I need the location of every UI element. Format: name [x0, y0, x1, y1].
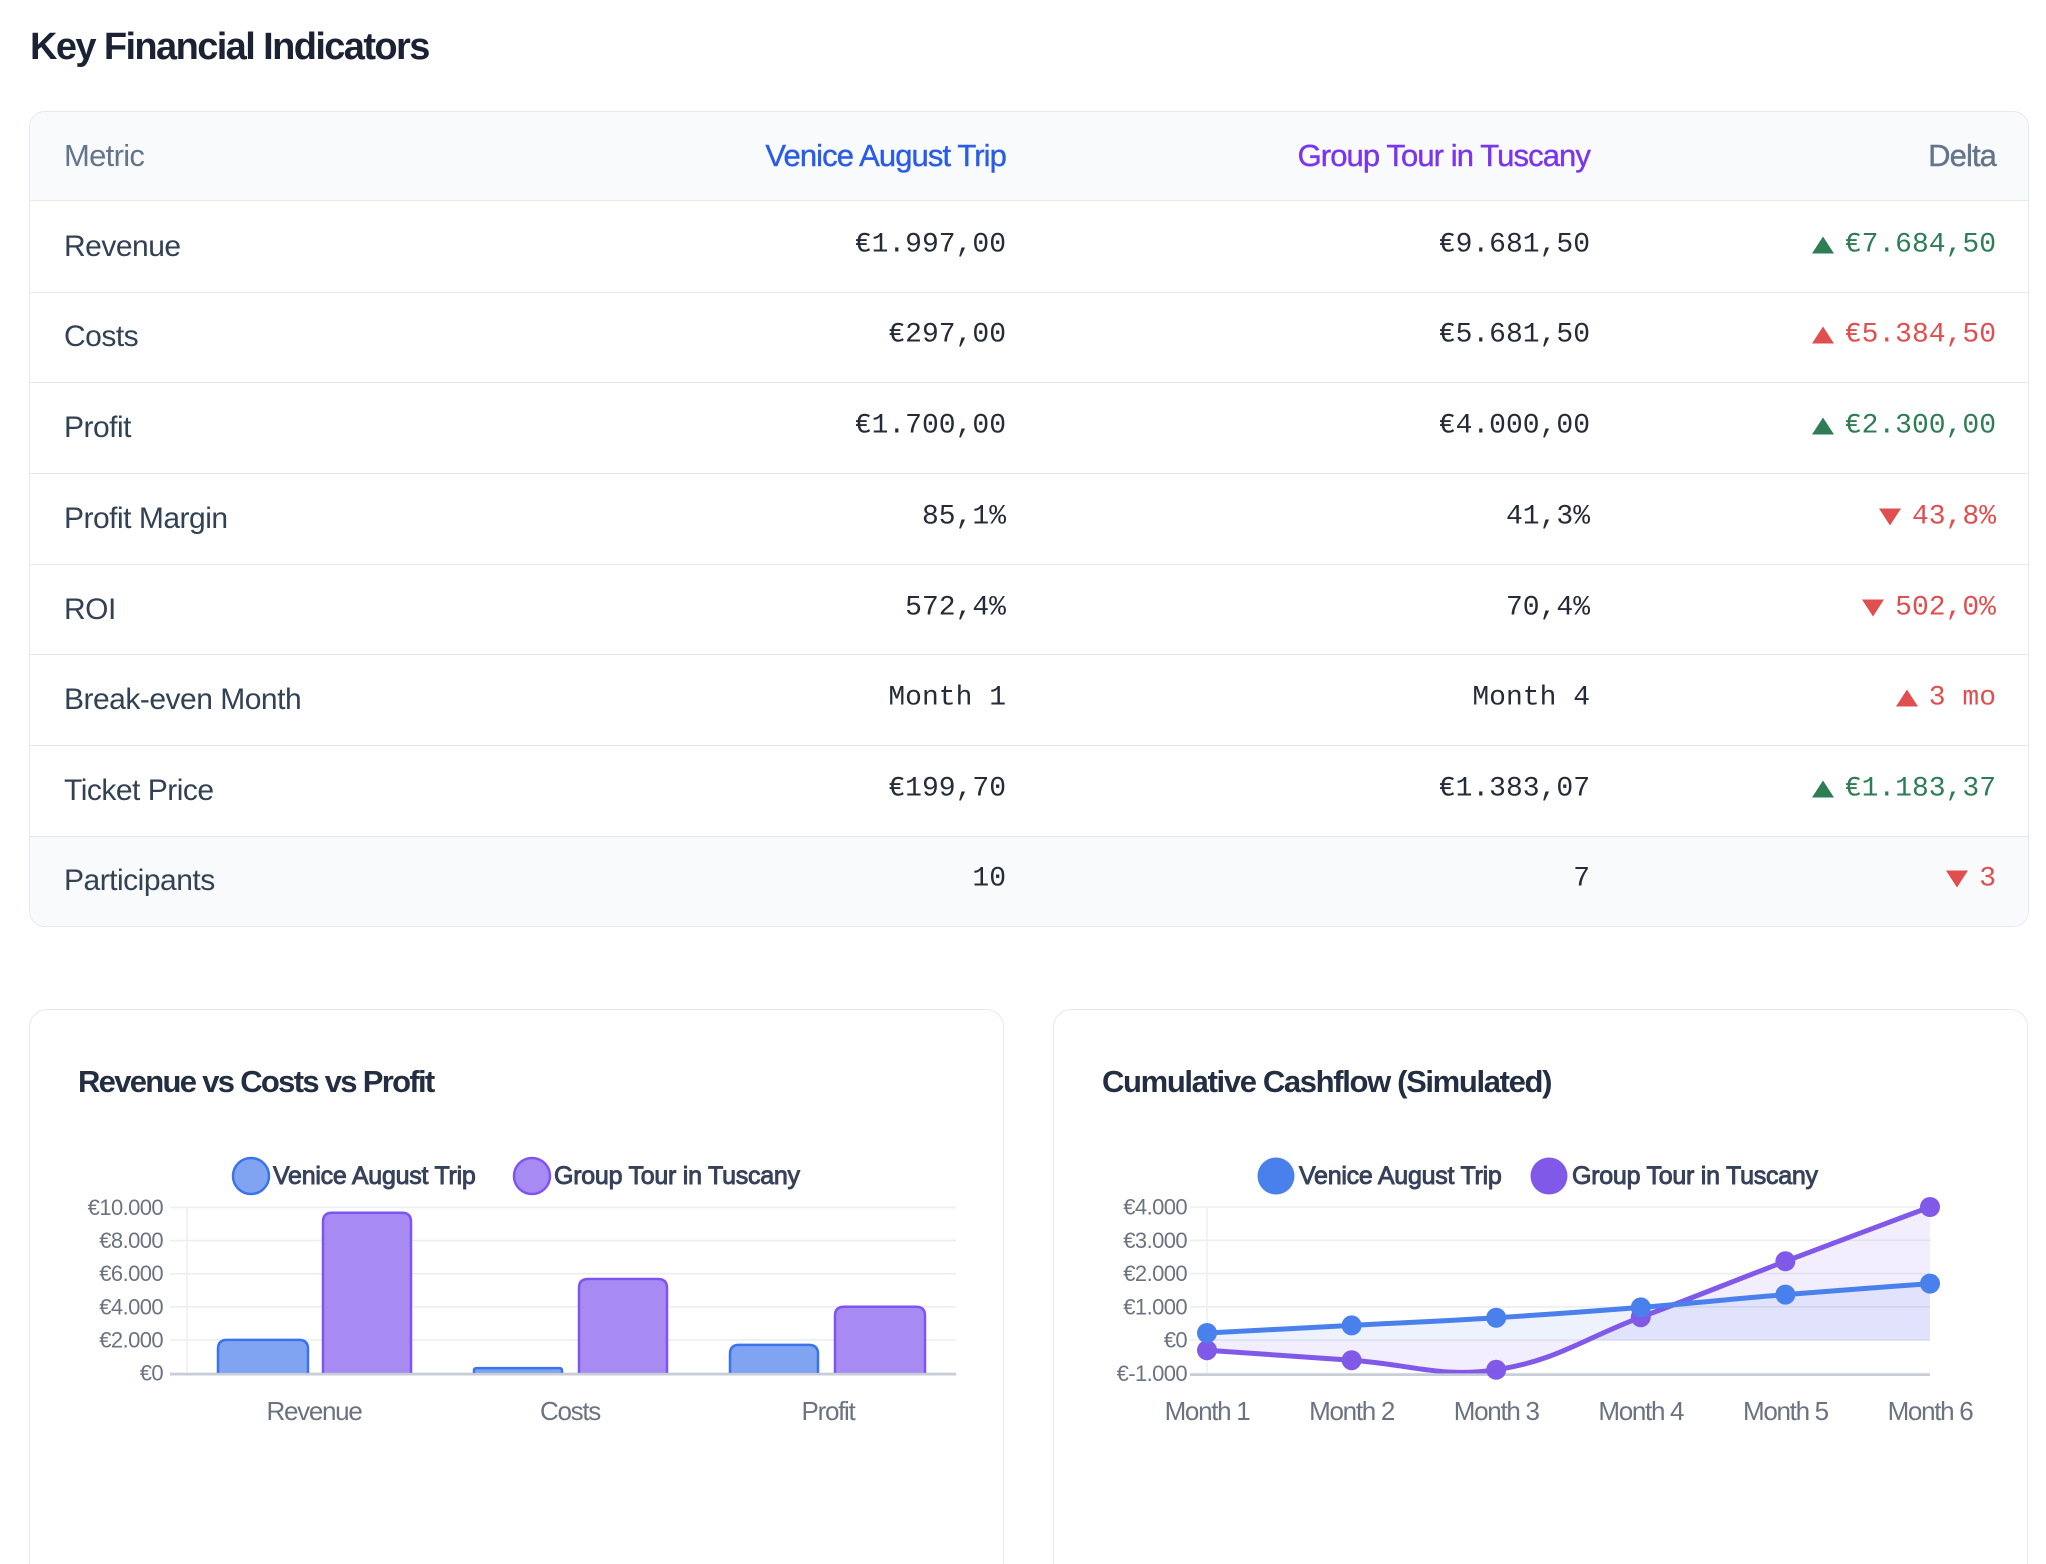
svg-text:Group Tour in Tuscany: Group Tour in Tuscany: [554, 1162, 801, 1190]
svg-text:Group Tour in Tuscany: Group Tour in Tuscany: [1572, 1162, 1819, 1190]
svg-text:€2.000: €2.000: [1123, 1261, 1187, 1286]
svg-text:€2.000: €2.000: [99, 1327, 163, 1352]
svg-text:€0: €0: [1164, 1328, 1188, 1353]
svg-text:€6.000: €6.000: [99, 1261, 163, 1286]
svg-text:Costs: Costs: [540, 1396, 601, 1426]
svg-text:Revenue: Revenue: [267, 1396, 363, 1426]
svg-text:€4.000: €4.000: [1123, 1195, 1187, 1220]
svg-text:€10.000: €10.000: [88, 1195, 164, 1220]
svg-text:€3.000: €3.000: [1123, 1228, 1187, 1253]
svg-text:Month 5: Month 5: [1743, 1396, 1829, 1426]
svg-text:€4.000: €4.000: [99, 1294, 163, 1319]
svg-text:Month 6: Month 6: [1888, 1396, 1974, 1426]
svg-text:Month 1: Month 1: [1165, 1396, 1251, 1426]
svg-text:Month 4: Month 4: [1598, 1396, 1684, 1426]
svg-text:€1.000: €1.000: [1123, 1294, 1187, 1319]
svg-text:€8.000: €8.000: [99, 1228, 163, 1253]
svg-text:€0: €0: [140, 1361, 164, 1386]
svg-text:€-1.000: €-1.000: [1117, 1361, 1188, 1386]
svg-text:Profit: Profit: [802, 1396, 857, 1426]
svg-text:Month 2: Month 2: [1309, 1396, 1395, 1426]
svg-text:Venice August Trip: Venice August Trip: [1299, 1162, 1502, 1190]
svg-text:Venice August Trip: Venice August Trip: [273, 1162, 476, 1190]
svg-text:Month 3: Month 3: [1454, 1396, 1540, 1426]
